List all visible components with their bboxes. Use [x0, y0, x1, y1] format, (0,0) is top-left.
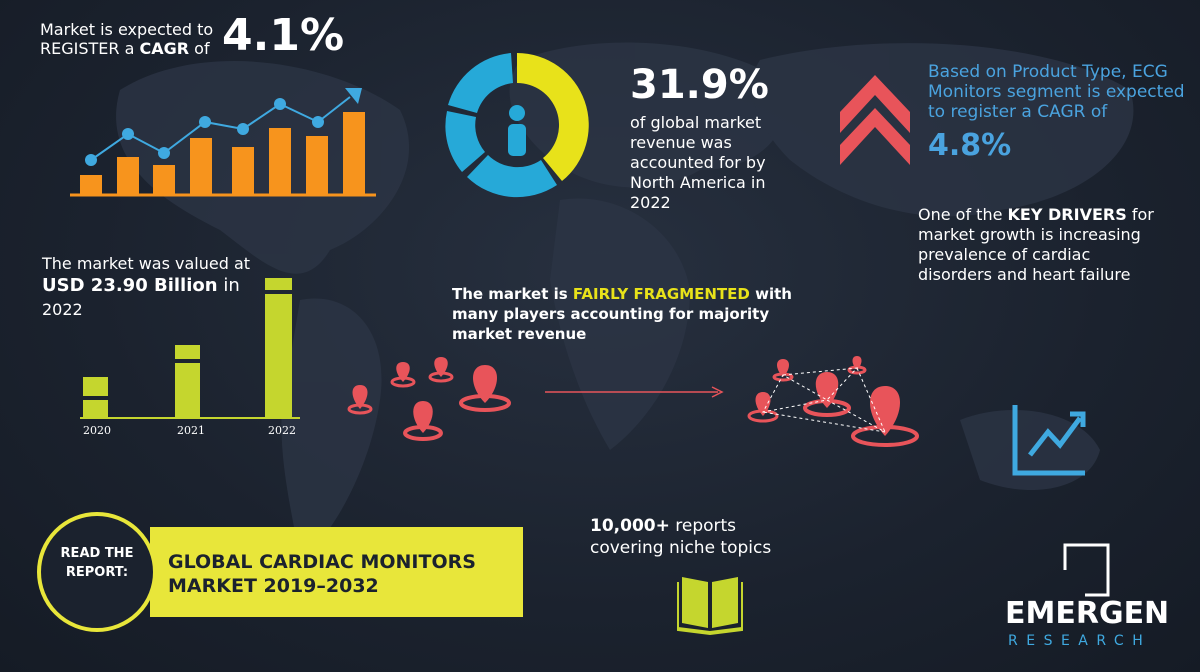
valuation-line-2: USD 23.90 Billion in [42, 275, 240, 296]
fragmentation-text: The market is FAIRLY FRAGMENTED with man… [452, 284, 802, 344]
text: reports covering niche topics [590, 516, 772, 558]
reports-text: 10,000+ reports covering niche topics [590, 515, 800, 559]
growth-icon [1012, 405, 1086, 476]
valuation-value: USD 23.90 Billion [42, 275, 218, 296]
report-title[interactable]: GLOBAL CARDIAC MONITORS MARKET 2019–2032 [168, 551, 476, 597]
chevrons [840, 75, 910, 165]
share-value: 31.9% [630, 62, 769, 108]
cagr-line-2: REGISTER a CAGR of [40, 39, 213, 58]
logo-name: EMERGEN [1005, 596, 1170, 631]
text: of [194, 39, 210, 58]
growth-bars [70, 88, 376, 197]
bar-label: 2022 [268, 424, 296, 437]
bar-label: 2021 [177, 424, 205, 437]
cagr-value: 4.1% [222, 10, 345, 61]
drivers-text: One of the KEY DRIVERS for market growth… [918, 205, 1158, 285]
logo-mark [1063, 543, 1110, 597]
text: in [223, 275, 240, 296]
text-bold: 10,000+ [590, 516, 670, 536]
report-badge [37, 512, 157, 632]
text: One of the [918, 205, 1003, 224]
valuation-bars [80, 278, 300, 419]
text-bold: KEY DRIVERS [1007, 205, 1127, 224]
text-highlight: FAIRLY FRAGMENTED [572, 285, 750, 303]
book-icon [677, 577, 743, 636]
bar-label: 2020 [83, 424, 111, 437]
text: The market is [452, 285, 568, 303]
valuation-year: 2022 [42, 300, 83, 319]
text: for market growth is increasing prevalen… [918, 205, 1154, 284]
segment-value: 4.8% [928, 128, 1012, 163]
logo-sub: RESEARCH [1008, 633, 1152, 649]
valuation-line-1: The market was valued at [42, 254, 251, 273]
donut-icon [445, 53, 589, 198]
text: REGISTER a [40, 39, 135, 58]
cagr-text: Market is expected to REGISTER a CAGR of [40, 20, 213, 58]
share-text: of global market revenue was accounted f… [630, 113, 766, 212]
report-banner [150, 527, 523, 617]
segment-text: Based on Product Type, ECG Monitors segm… [928, 62, 1185, 122]
report-badge-text: READ THE REPORT: [60, 546, 134, 580]
pins [347, 356, 919, 447]
text: with many players accounting for majorit… [452, 285, 792, 343]
text-bold: CAGR [139, 39, 190, 58]
world-map [116, 42, 1134, 560]
cagr-line-1: Market is expected to [40, 20, 214, 39]
